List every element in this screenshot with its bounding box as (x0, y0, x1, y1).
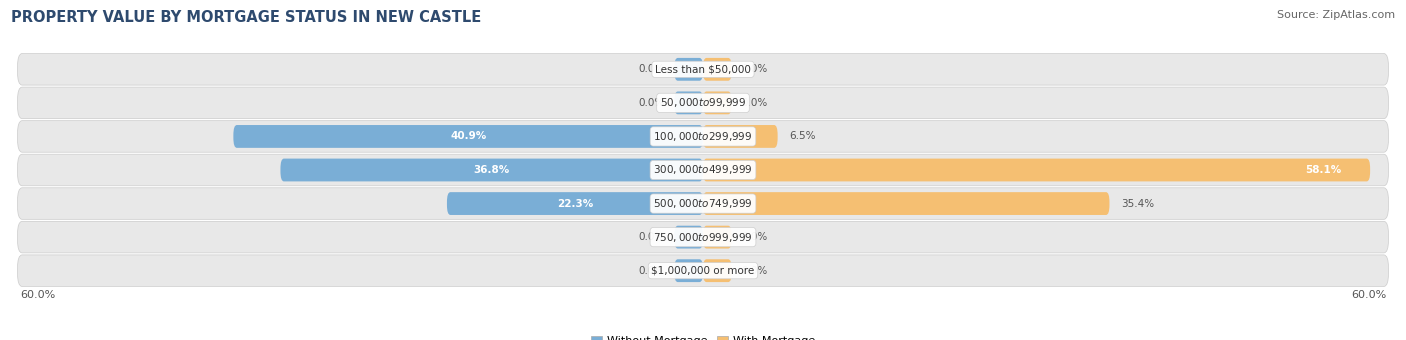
FancyBboxPatch shape (675, 259, 703, 282)
Text: $1,000,000 or more: $1,000,000 or more (651, 266, 755, 276)
FancyBboxPatch shape (17, 221, 1389, 253)
FancyBboxPatch shape (703, 58, 731, 81)
Text: 6.5%: 6.5% (789, 132, 815, 141)
FancyBboxPatch shape (675, 91, 703, 114)
FancyBboxPatch shape (675, 58, 703, 81)
Text: $750,000 to $999,999: $750,000 to $999,999 (654, 231, 752, 244)
FancyBboxPatch shape (703, 91, 731, 114)
Text: 40.9%: 40.9% (450, 132, 486, 141)
Text: $50,000 to $99,999: $50,000 to $99,999 (659, 96, 747, 109)
FancyBboxPatch shape (675, 226, 703, 249)
FancyBboxPatch shape (17, 54, 1389, 85)
FancyBboxPatch shape (703, 158, 1369, 182)
Text: 0.0%: 0.0% (638, 64, 665, 74)
Text: $100,000 to $299,999: $100,000 to $299,999 (654, 130, 752, 143)
FancyBboxPatch shape (280, 158, 703, 182)
Legend: Without Mortgage, With Mortgage: Without Mortgage, With Mortgage (586, 332, 820, 340)
Text: $300,000 to $499,999: $300,000 to $499,999 (654, 164, 752, 176)
FancyBboxPatch shape (233, 125, 703, 148)
Text: 60.0%: 60.0% (20, 290, 55, 300)
Text: 35.4%: 35.4% (1121, 199, 1154, 208)
FancyBboxPatch shape (17, 255, 1389, 286)
Text: PROPERTY VALUE BY MORTGAGE STATUS IN NEW CASTLE: PROPERTY VALUE BY MORTGAGE STATUS IN NEW… (11, 10, 481, 25)
FancyBboxPatch shape (447, 192, 703, 215)
Text: Less than $50,000: Less than $50,000 (655, 64, 751, 74)
Text: 0.0%: 0.0% (638, 232, 665, 242)
Text: 58.1%: 58.1% (1305, 165, 1341, 175)
Text: $500,000 to $749,999: $500,000 to $749,999 (654, 197, 752, 210)
Text: 60.0%: 60.0% (1351, 290, 1386, 300)
FancyBboxPatch shape (17, 154, 1389, 186)
Text: Source: ZipAtlas.com: Source: ZipAtlas.com (1277, 10, 1395, 20)
FancyBboxPatch shape (703, 125, 778, 148)
FancyBboxPatch shape (17, 87, 1389, 119)
Text: 36.8%: 36.8% (474, 165, 510, 175)
Text: 0.0%: 0.0% (638, 98, 665, 108)
Text: 22.3%: 22.3% (557, 199, 593, 208)
Text: 0.0%: 0.0% (638, 266, 665, 276)
FancyBboxPatch shape (703, 259, 731, 282)
Text: 0.0%: 0.0% (741, 64, 768, 74)
Text: 0.0%: 0.0% (741, 232, 768, 242)
FancyBboxPatch shape (17, 188, 1389, 219)
FancyBboxPatch shape (703, 226, 731, 249)
Text: 0.0%: 0.0% (741, 266, 768, 276)
Text: 0.0%: 0.0% (741, 98, 768, 108)
FancyBboxPatch shape (17, 121, 1389, 152)
FancyBboxPatch shape (703, 192, 1109, 215)
